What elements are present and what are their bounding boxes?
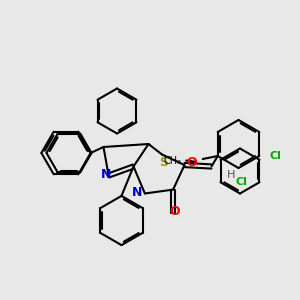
Text: S: S <box>159 155 168 169</box>
Text: Cl: Cl <box>236 177 247 187</box>
Text: O: O <box>186 155 197 169</box>
Text: N: N <box>132 185 142 199</box>
Text: O: O <box>169 205 180 218</box>
Text: CH₃: CH₃ <box>164 155 182 166</box>
Text: Cl: Cl <box>270 151 282 161</box>
Text: H: H <box>227 170 235 181</box>
Text: N: N <box>101 167 111 181</box>
